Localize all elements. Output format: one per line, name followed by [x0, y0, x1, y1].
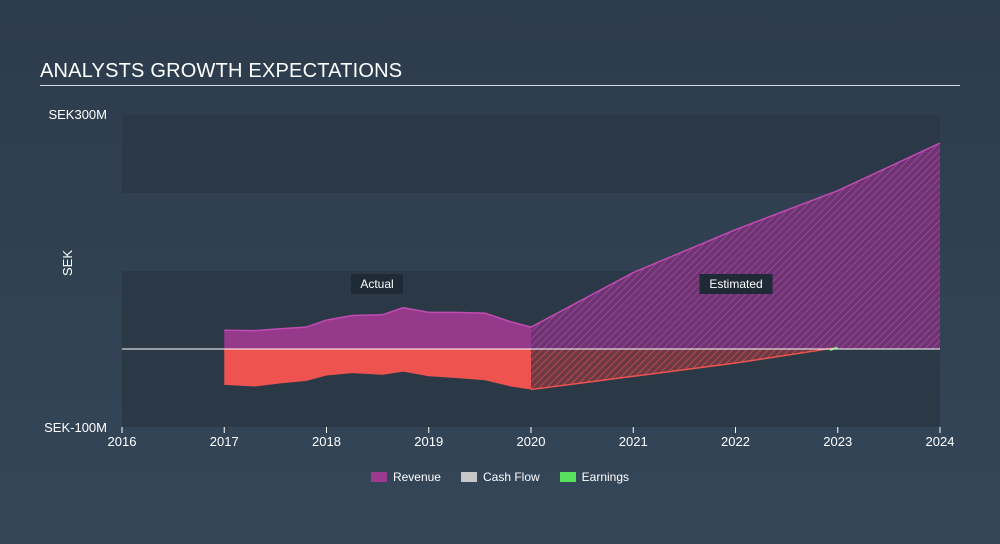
x-tick-label: 2017 — [210, 434, 239, 449]
legend-swatch — [460, 472, 477, 482]
grid-band — [122, 115, 940, 193]
x-tick-label: 2016 — [108, 434, 137, 449]
x-tick-label: 2021 — [619, 434, 648, 449]
title-divider — [40, 85, 960, 86]
actual-tag: Actual — [351, 274, 403, 294]
revenue-area-estimated — [531, 143, 940, 349]
actual-tag-text: Actual — [360, 277, 393, 291]
x-tick-label: 2024 — [926, 434, 955, 449]
legend-swatch — [559, 472, 576, 482]
y-tick-label-max: SEK300M — [48, 107, 107, 122]
earnings-area-actual — [224, 349, 531, 390]
legend-swatch — [370, 472, 387, 482]
actual-tag-bg — [351, 274, 403, 294]
legend-label: Cash Flow — [482, 470, 540, 484]
earnings-line-estimated — [530, 346, 838, 391]
chart-legend: Revenue Cash Flow Earnings — [0, 470, 1000, 484]
legend-label: Revenue — [392, 470, 441, 484]
estimated-tag-text: Estimated — [709, 277, 762, 291]
y-axis-label: SEK — [60, 250, 75, 276]
x-tick-label: 2020 — [517, 434, 546, 449]
legend-label: Earnings — [581, 470, 630, 484]
estimated-tag-bg — [699, 274, 773, 294]
x-tick-label: 2018 — [312, 434, 341, 449]
x-tick-label: 2022 — [721, 434, 750, 449]
legend-item-earnings[interactable]: Earnings — [559, 470, 630, 484]
x-tick-label: 2023 — [823, 434, 852, 449]
revenue-line — [224, 142, 941, 332]
legend-item-revenue[interactable]: Revenue — [370, 470, 441, 484]
legend-item-cash-flow[interactable]: Cash Flow — [460, 470, 540, 484]
revenue-area-actual — [224, 307, 531, 349]
x-tick-label: 2019 — [414, 434, 443, 449]
chart-title: ANALYSTS GROWTH EXPECTATIONS — [40, 60, 403, 82]
y-tick-label-min: SEK-100M — [44, 420, 107, 435]
estimated-tag: Estimated — [699, 274, 773, 294]
